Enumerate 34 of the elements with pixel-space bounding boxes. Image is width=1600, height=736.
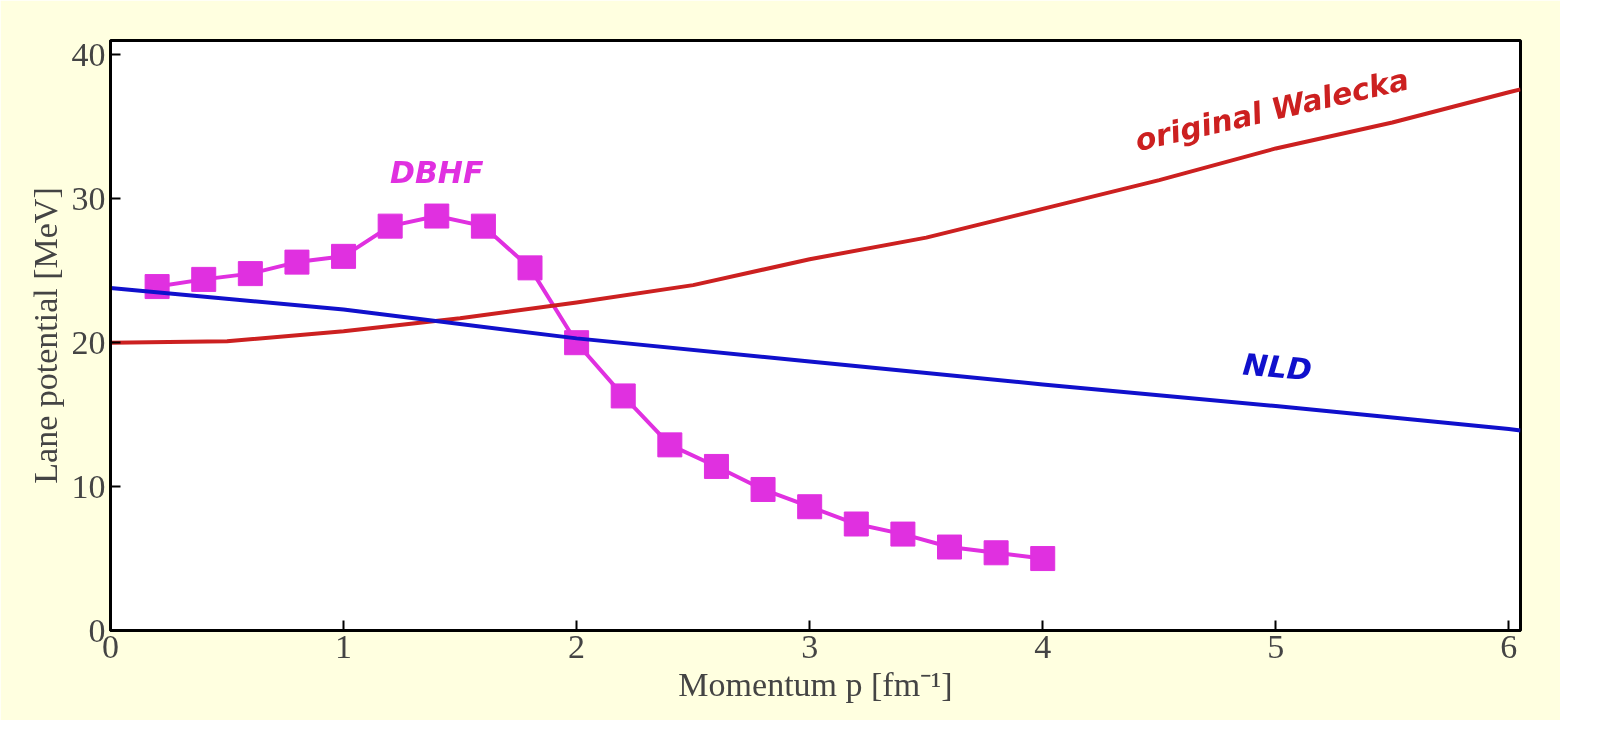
point	[470, 213, 496, 239]
point	[890, 521, 916, 547]
point	[843, 511, 869, 537]
point	[191, 266, 217, 292]
y-tick-label: 30	[71, 179, 106, 217]
y-axis-title: Lane potential [MeV]	[26, 187, 64, 484]
x-tick-label: 5	[1267, 627, 1285, 665]
point	[284, 249, 310, 275]
y-tick-label: 20	[71, 323, 106, 361]
y-tick-label: 10	[71, 467, 106, 505]
y-tick-label: 40	[71, 35, 106, 73]
x-tick-label: 1	[335, 627, 353, 665]
point	[331, 243, 357, 269]
x-tick-label: 6	[1500, 627, 1518, 665]
x-tick-label: 3	[801, 627, 819, 665]
line-series	[110, 286, 1521, 433]
point	[657, 432, 683, 458]
x-tick-label: 2	[568, 627, 586, 665]
point	[703, 453, 729, 479]
point	[750, 476, 776, 502]
point	[1030, 546, 1056, 572]
series-label: DBHF	[390, 155, 484, 191]
point	[937, 534, 963, 560]
text: original Walecka	[1131, 61, 1413, 158]
x-tick-label: 4	[1034, 627, 1052, 665]
point	[237, 261, 263, 287]
point	[797, 494, 823, 520]
point	[377, 213, 403, 239]
x-axis-title: Momentum p [fm⁻¹]	[678, 665, 953, 703]
point	[983, 540, 1009, 566]
point	[610, 383, 636, 409]
text: NLD	[1241, 346, 1314, 388]
point	[517, 255, 543, 281]
point	[424, 203, 450, 229]
